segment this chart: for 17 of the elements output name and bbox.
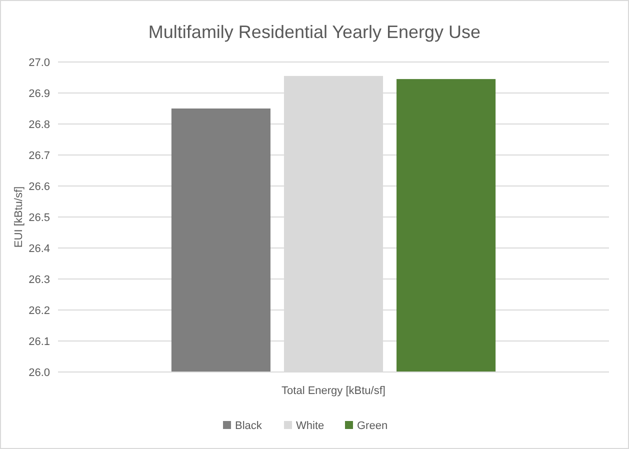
y-tick-label: 26.9: [28, 88, 50, 100]
y-tick-label: 26.5: [28, 212, 50, 224]
y-tick-label: 26.0: [28, 366, 50, 379]
chart-title: Multifamily Residential Yearly Energy Use: [148, 22, 481, 42]
y-tick-label: 26.1: [28, 336, 50, 348]
legend-label: White: [296, 420, 324, 432]
legend-label: Green: [357, 420, 388, 432]
y-tick-label: 26.4: [28, 242, 50, 255]
y-tick-label: 26.8: [28, 118, 50, 131]
y-tick-label: 26.2: [28, 304, 50, 317]
y-tick-label: 26.7: [28, 150, 50, 162]
y-tick-label: 26.6: [28, 180, 50, 193]
x-tick-label: Total Energy [kBtu/sf]: [282, 384, 386, 397]
y-axis-title: EUI [kBtu/sf]: [13, 186, 25, 248]
y-tick-label: 27.0: [28, 56, 50, 69]
y-tick-label: 26.3: [28, 274, 50, 286]
legend-label: Black: [235, 420, 262, 432]
